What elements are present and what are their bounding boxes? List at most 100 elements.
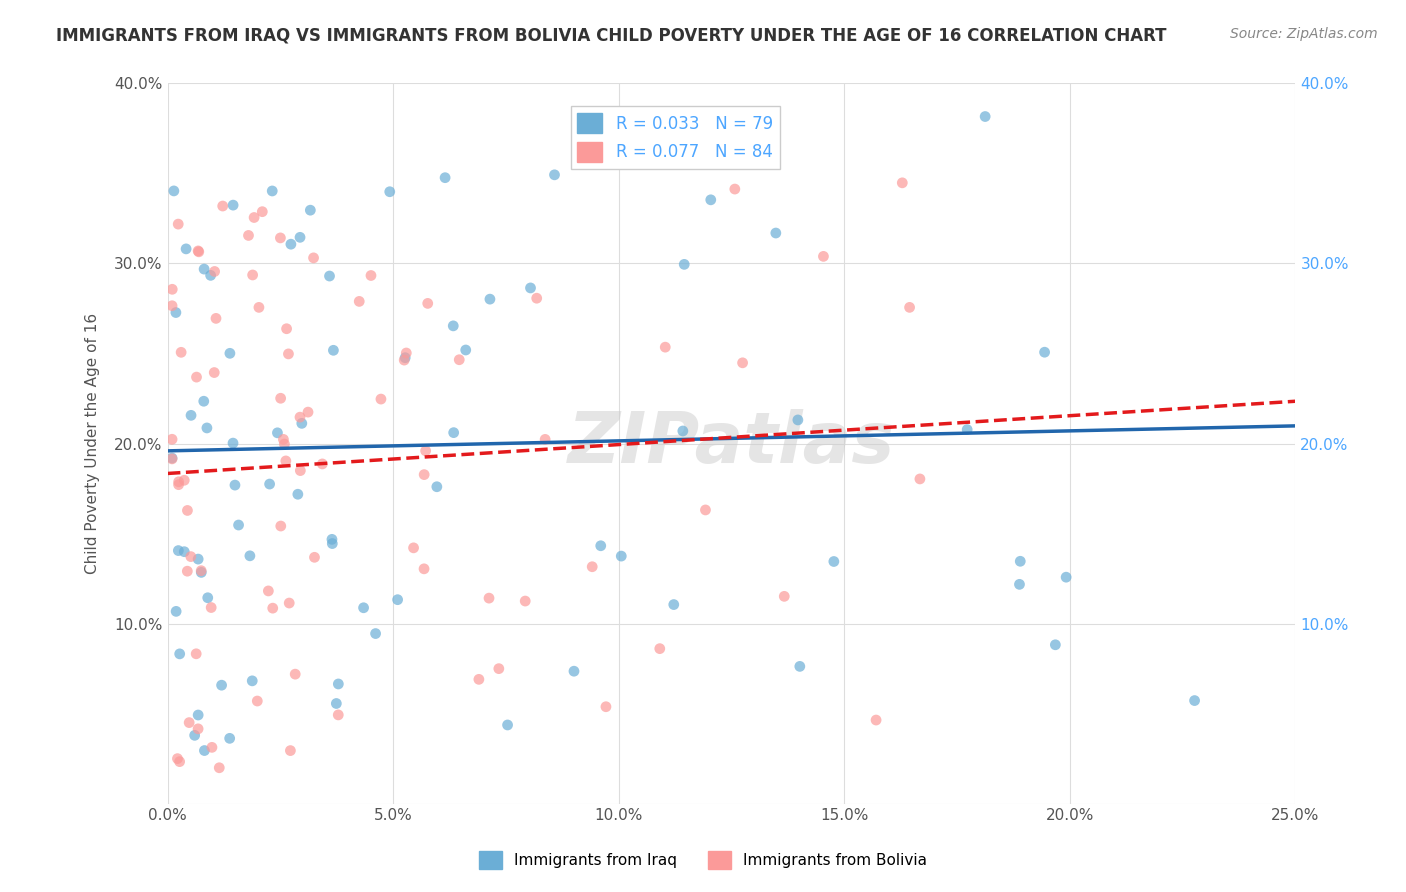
Point (1184, 693, 1206, 707)
Point (169, 755, 191, 769)
Point (200, 600, 222, 615)
Point (183, 728, 205, 742)
Point (311, 457, 333, 471)
Point (179, 715, 201, 730)
Point (478, 591, 501, 606)
Point (1045, 638, 1067, 652)
Point (1010, 554, 1032, 568)
Point (280, 237, 302, 252)
Point (246, 694, 269, 708)
Point (273, 437, 295, 451)
Point (515, 594, 537, 608)
Point (163, 184, 186, 198)
Point (392, 353, 415, 368)
Point (349, 294, 371, 309)
Point (160, 451, 183, 466)
Point (211, 199, 233, 213)
Point (280, 743, 302, 757)
Point (731, 356, 754, 370)
Point (284, 667, 307, 681)
Point (176, 564, 198, 578)
Text: Source: ZipAtlas.com: Source: ZipAtlas.com (1230, 27, 1378, 41)
Point (581, 559, 603, 574)
Point (562, 664, 585, 678)
Point (813, 249, 835, 263)
Point (415, 443, 437, 458)
Point (395, 346, 418, 360)
Point (454, 343, 477, 357)
Point (222, 198, 245, 212)
Point (891, 176, 914, 190)
Point (304, 550, 326, 565)
Text: ZIPatlas: ZIPatlas (568, 409, 896, 478)
Point (321, 533, 343, 547)
Point (449, 352, 471, 367)
Point (673, 257, 696, 271)
Point (262, 601, 284, 615)
Point (276, 322, 298, 336)
Point (291, 417, 314, 431)
Point (187, 552, 209, 566)
Point (270, 519, 292, 533)
Point (693, 151, 716, 165)
Point (364, 626, 387, 640)
Point (974, 110, 997, 124)
Point (160, 451, 183, 466)
Point (167, 477, 190, 491)
Point (543, 168, 565, 182)
Point (908, 472, 931, 486)
Point (186, 370, 208, 384)
Point (176, 503, 198, 517)
Point (488, 662, 510, 676)
Point (173, 544, 195, 558)
Point (186, 647, 208, 661)
Point (167, 543, 190, 558)
Point (170, 345, 193, 359)
Point (165, 604, 187, 618)
Point (823, 554, 845, 568)
Point (278, 596, 301, 610)
Point (865, 713, 887, 727)
Point (443, 425, 465, 440)
Point (724, 182, 747, 196)
Point (534, 433, 557, 447)
Point (167, 475, 190, 489)
Point (413, 562, 436, 576)
Point (204, 264, 226, 278)
Point (898, 301, 921, 315)
Point (165, 305, 187, 319)
Point (187, 244, 209, 258)
Point (195, 421, 218, 435)
Point (208, 761, 231, 775)
Point (290, 464, 312, 478)
Point (162, 282, 184, 296)
Point (697, 124, 720, 138)
Point (786, 413, 808, 427)
Point (654, 340, 676, 354)
Point (252, 204, 274, 219)
Point (496, 718, 519, 732)
Point (273, 433, 295, 447)
Point (648, 641, 671, 656)
Point (180, 409, 202, 423)
Point (205, 311, 228, 326)
Point (193, 394, 215, 409)
Point (378, 185, 401, 199)
Point (160, 299, 183, 313)
Point (269, 231, 291, 245)
Point (394, 351, 416, 365)
Point (441, 318, 464, 333)
Point (321, 536, 343, 550)
Point (169, 647, 191, 661)
Point (222, 436, 245, 450)
Point (270, 391, 292, 405)
Point (468, 673, 491, 687)
Point (589, 539, 612, 553)
Point (672, 424, 695, 438)
Point (190, 566, 212, 580)
Point (302, 251, 325, 265)
Point (387, 592, 409, 607)
Point (193, 262, 215, 277)
Point (228, 518, 250, 533)
Point (662, 598, 685, 612)
